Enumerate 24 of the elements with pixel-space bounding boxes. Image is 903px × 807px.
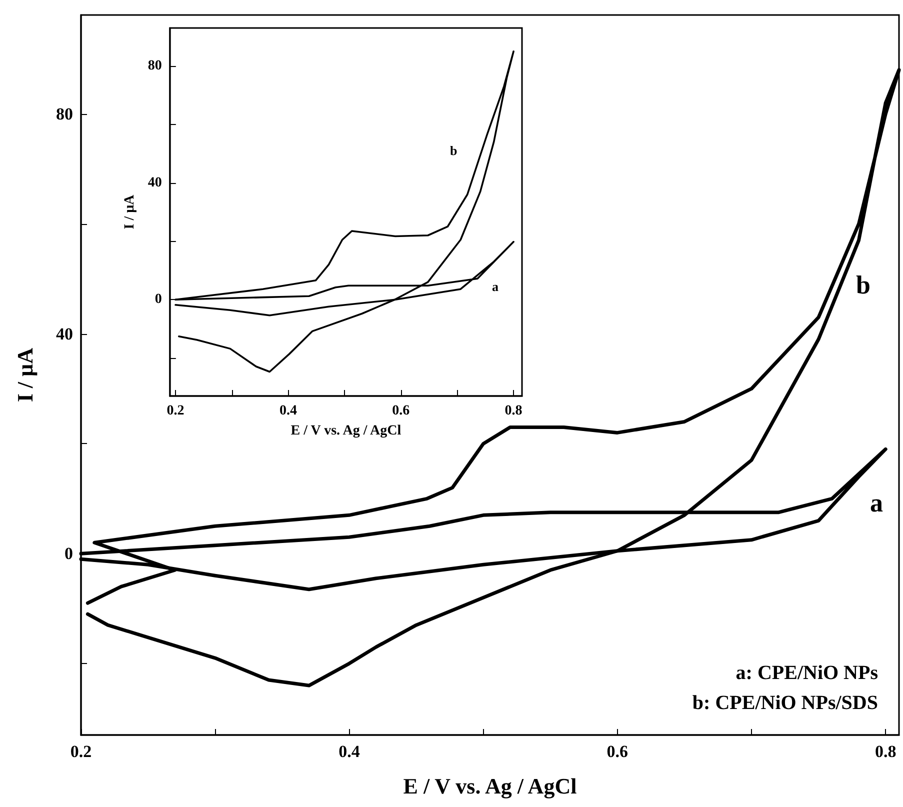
- y-tick-label: 80: [148, 58, 162, 74]
- x-tick-label: 0.6: [392, 404, 410, 418]
- annotation: b: [856, 270, 870, 300]
- y-tick-label: 40: [56, 324, 73, 344]
- x-tick-label: 0.4: [338, 742, 360, 761]
- y-tick-label: 40: [148, 175, 162, 190]
- annotation: a: [492, 279, 499, 294]
- annotation: a: CPE/NiO NPs: [736, 662, 878, 684]
- y-tick-label: 0: [154, 292, 162, 308]
- x-tick-label: 0.8: [504, 404, 522, 418]
- y-axis-title: I / µA: [12, 348, 38, 402]
- y-tick-label: 0: [64, 544, 73, 564]
- annotation: b: CPE/NiO NPs/SDS: [692, 692, 878, 714]
- x-tick-label: 0.6: [606, 742, 628, 761]
- x-axis-title: E / V vs. Ag / AgCl: [403, 774, 577, 798]
- y-tick-label: 80: [56, 104, 73, 124]
- annotation: a: [870, 488, 883, 518]
- x-tick-label: 0.2: [166, 404, 184, 418]
- annotation: b: [450, 143, 458, 158]
- x-tick-label: 0.8: [874, 742, 896, 761]
- x-axis-title: E / V vs. Ag / AgCl: [290, 424, 402, 438]
- x-tick-label: 0.2: [70, 742, 92, 761]
- y-axis-title: I / µA: [122, 194, 138, 230]
- x-tick-label: 0.4: [279, 404, 297, 418]
